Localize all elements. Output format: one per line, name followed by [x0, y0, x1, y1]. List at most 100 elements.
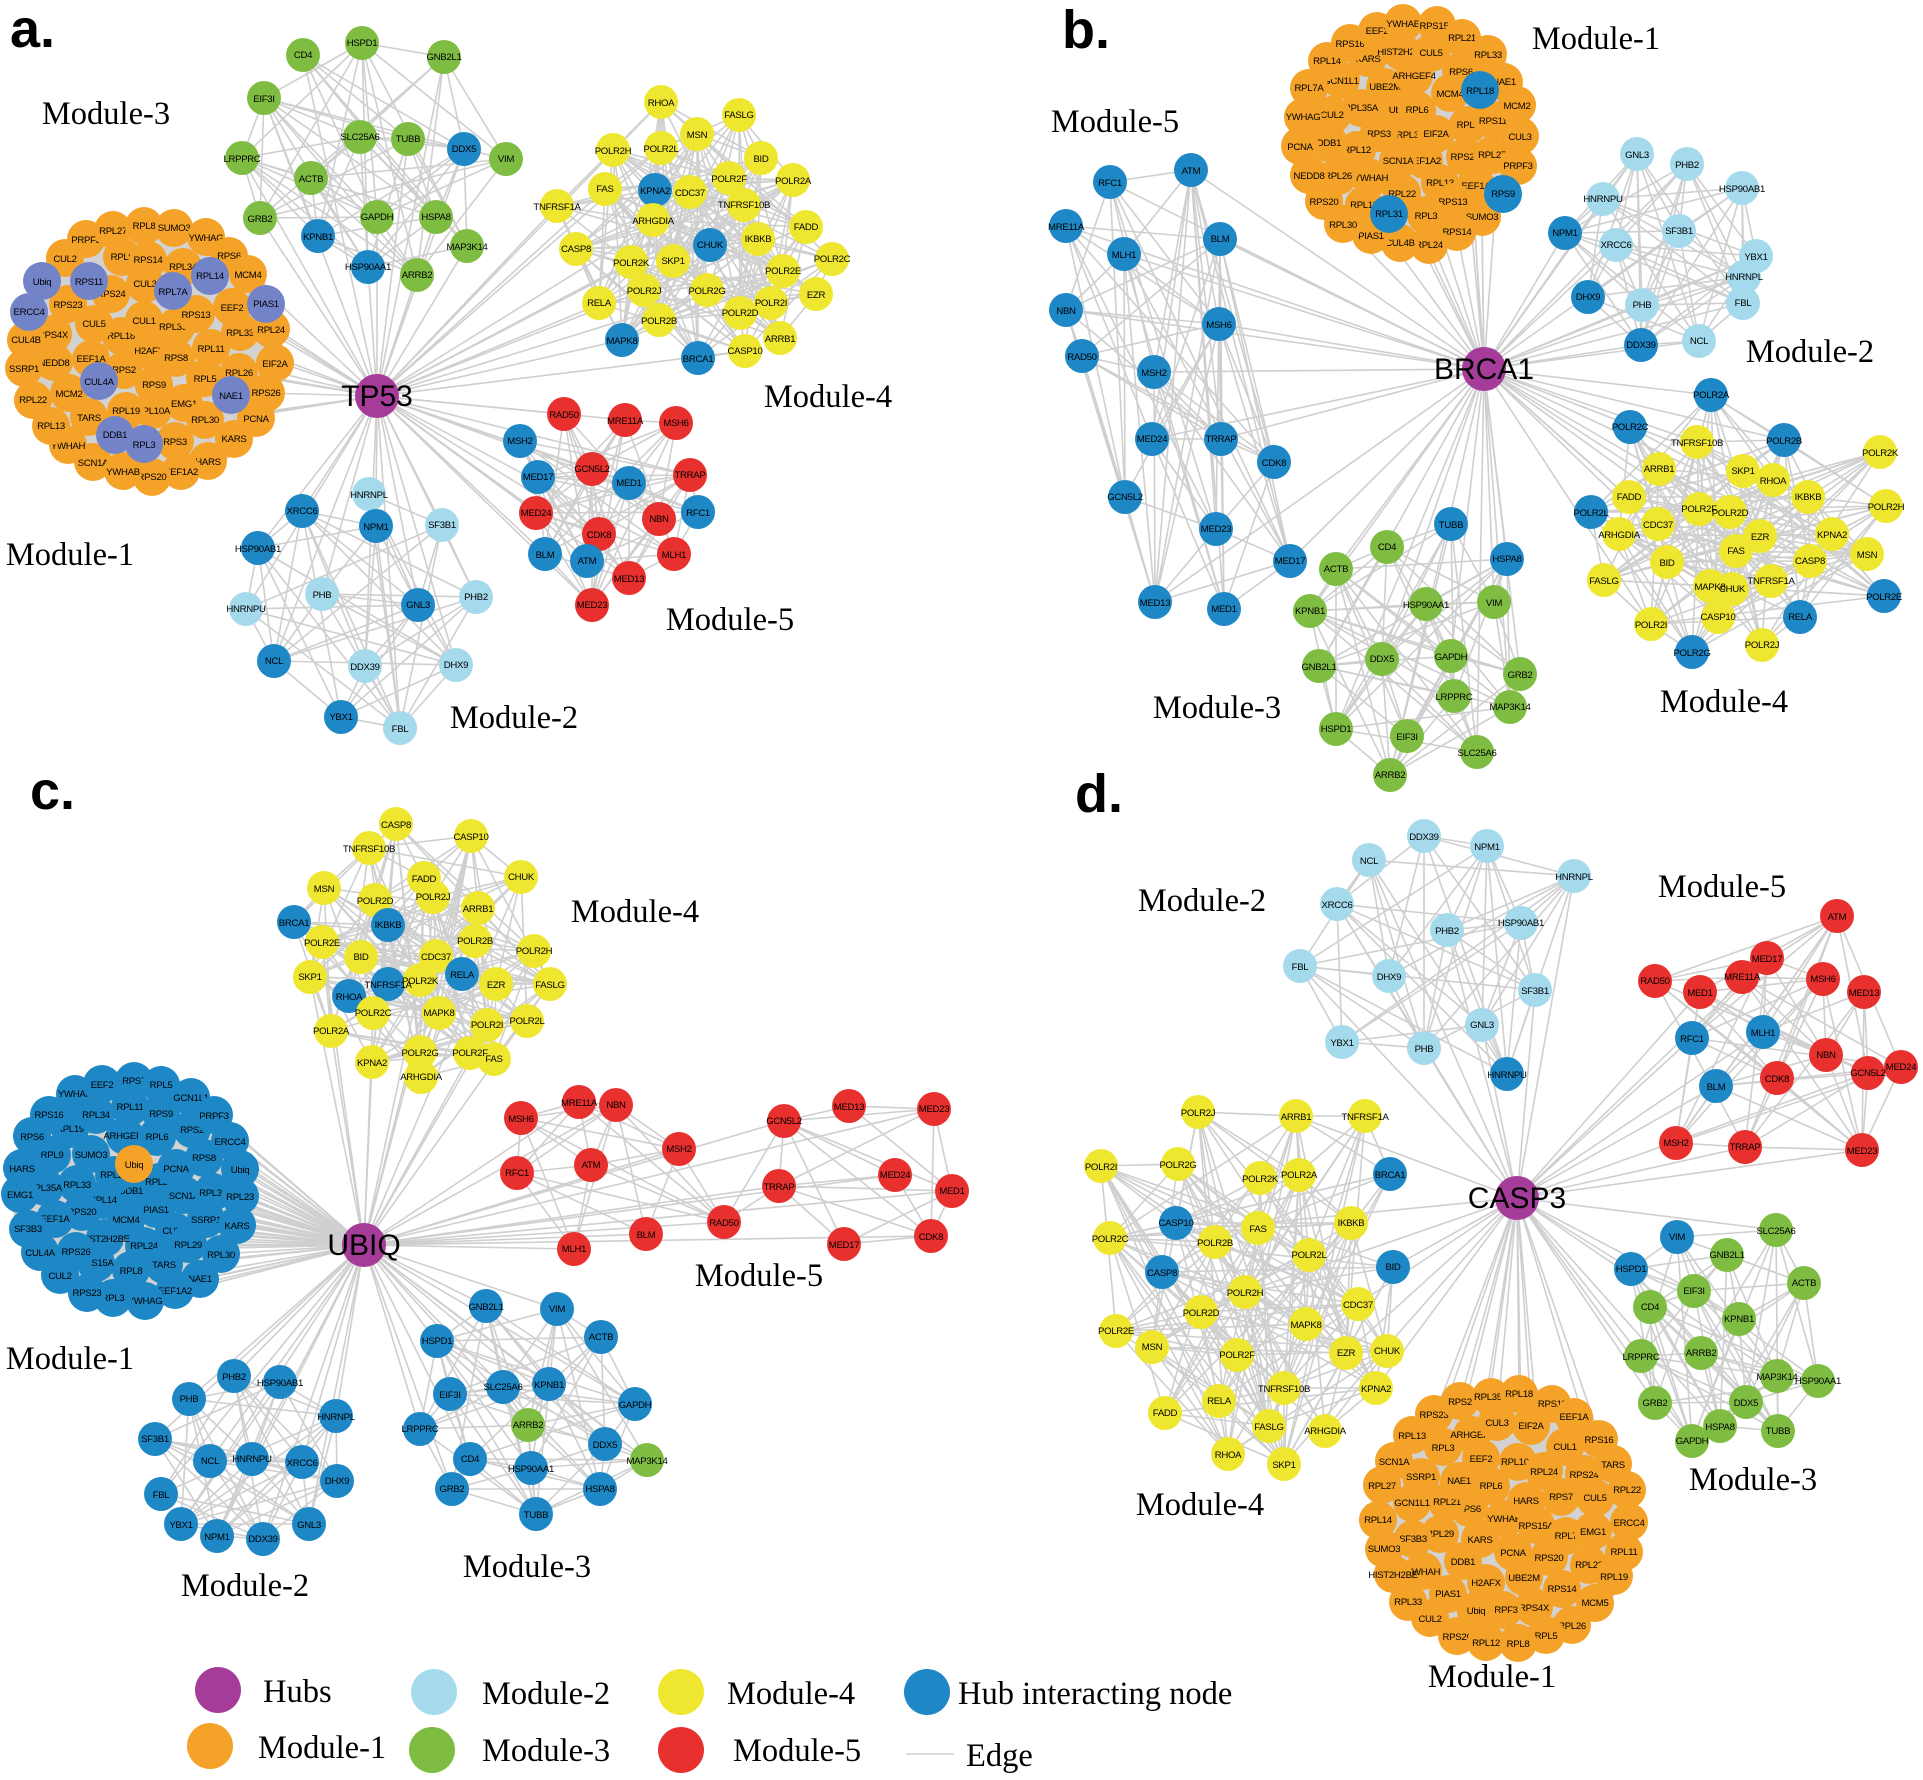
svg-text:MSH6: MSH6: [663, 418, 688, 429]
svg-text:EZR: EZR: [807, 290, 826, 301]
svg-text:MAPK8: MAPK8: [606, 336, 637, 347]
svg-text:DDX5: DDX5: [1734, 1398, 1758, 1409]
svg-text:FAS: FAS: [1727, 546, 1744, 557]
svg-text:RPS23: RPS23: [54, 300, 83, 311]
svg-text:SUMO3: SUMO3: [158, 223, 191, 234]
svg-text:ARHGDIA: ARHGDIA: [400, 1072, 443, 1083]
svg-text:CUL3: CUL3: [133, 279, 156, 290]
svg-text:CDK8: CDK8: [587, 530, 611, 541]
svg-text:KPNB1: KPNB1: [303, 232, 333, 243]
svg-text:TNFRSF1A: TNFRSF1A: [1341, 1112, 1389, 1123]
svg-text:TNFRSF1A: TNFRSF1A: [533, 202, 581, 213]
svg-text:POLR2H: POLR2H: [516, 946, 553, 957]
svg-text:NPM1: NPM1: [1474, 842, 1499, 853]
svg-text:POLR2K: POLR2K: [613, 258, 650, 269]
svg-text:POLR2L: POLR2L: [644, 144, 680, 155]
svg-text:Module-3: Module-3: [1689, 1462, 1817, 1498]
svg-text:RPS14: RPS14: [134, 255, 164, 266]
svg-text:FASLG: FASLG: [535, 980, 564, 991]
svg-text:SLC25A6: SLC25A6: [1757, 1226, 1796, 1237]
svg-text:RPL7: RPL7: [1555, 1531, 1578, 1542]
svg-text:RPS20: RPS20: [138, 472, 167, 483]
svg-text:CDC37: CDC37: [1343, 1300, 1373, 1311]
svg-text:Ubiq: Ubiq: [125, 1160, 144, 1171]
svg-text:HSPA8: HSPA8: [1492, 554, 1521, 565]
svg-text:HNRNPL: HNRNPL: [350, 490, 389, 501]
svg-text:RPL29: RPL29: [174, 1240, 202, 1251]
svg-text:POLR2B: POLR2B: [1197, 1238, 1233, 1249]
svg-text:RPL22: RPL22: [19, 395, 47, 406]
svg-text:YWHAH: YWHAH: [1406, 1567, 1441, 1578]
svg-text:RPL19: RPL19: [1600, 1572, 1628, 1583]
svg-text:RPL24: RPL24: [257, 325, 286, 336]
svg-text:SLC25A6: SLC25A6: [484, 1382, 523, 1393]
svg-text:Module-2: Module-2: [450, 700, 578, 736]
svg-text:GNL3: GNL3: [1470, 1020, 1494, 1031]
svg-text:POLR2G: POLR2G: [401, 1048, 438, 1059]
svg-text:RPL26: RPL26: [100, 1170, 128, 1181]
svg-text:RPL13: RPL13: [1426, 178, 1454, 189]
svg-text:CDK8: CDK8: [1262, 458, 1286, 469]
svg-text:RFC1: RFC1: [1098, 178, 1122, 189]
svg-text:SCN1A: SCN1A: [169, 1191, 200, 1202]
svg-text:RPL8: RPL8: [133, 221, 156, 232]
svg-text:RFC1: RFC1: [686, 508, 710, 519]
svg-text:TUBB: TUBB: [1439, 520, 1463, 531]
svg-text:HIST2H2BE: HIST2H2BE: [1377, 47, 1427, 58]
svg-text:POLR2G: POLR2G: [1673, 648, 1710, 659]
svg-text:DDX39: DDX39: [1626, 340, 1655, 351]
svg-text:Edge: Edge: [966, 1738, 1033, 1774]
svg-text:POLR2E: POLR2E: [1866, 592, 1902, 603]
svg-text:TNFRSF10B: TNFRSF10B: [718, 200, 770, 211]
svg-text:RPL34: RPL34: [169, 262, 198, 273]
svg-text:MED1: MED1: [1211, 604, 1236, 615]
svg-text:b.: b.: [1062, 0, 1110, 60]
svg-text:CHUK: CHUK: [508, 872, 535, 883]
svg-text:RPL12: RPL12: [1343, 145, 1371, 156]
svg-text:MLH1: MLH1: [662, 550, 686, 561]
svg-text:CUL5: CUL5: [82, 319, 105, 330]
svg-text:HSP90AB1: HSP90AB1: [1719, 184, 1765, 195]
svg-text:VIM: VIM: [1486, 598, 1502, 609]
svg-text:POLR2K: POLR2K: [1242, 1174, 1279, 1185]
svg-text:RAD50: RAD50: [1640, 976, 1669, 987]
svg-text:RPL23: RPL23: [226, 1192, 254, 1203]
svg-text:RPL5: RPL5: [1535, 1631, 1558, 1642]
svg-text:RPL35A: RPL35A: [28, 1183, 63, 1194]
svg-text:c.: c.: [30, 761, 75, 821]
svg-text:Module-2: Module-2: [1746, 334, 1874, 370]
svg-text:VIM: VIM: [1669, 1232, 1685, 1243]
svg-text:NBN: NBN: [1816, 1050, 1836, 1061]
svg-text:POLR2B: POLR2B: [457, 936, 493, 947]
svg-text:POLR2C: POLR2C: [1092, 1234, 1129, 1245]
svg-text:POLR2K: POLR2K: [402, 976, 439, 987]
svg-text:EZR: EZR: [1337, 1348, 1356, 1359]
svg-text:MED1: MED1: [616, 478, 641, 489]
svg-text:SCN1A: SCN1A: [1379, 1457, 1410, 1468]
svg-text:DDX5: DDX5: [452, 144, 476, 155]
svg-text:NEDD8: NEDD8: [38, 358, 69, 369]
svg-text:RHOA: RHOA: [1215, 1450, 1242, 1461]
svg-text:RPL30: RPL30: [191, 415, 219, 426]
svg-text:RAD50: RAD50: [549, 410, 578, 421]
svg-text:Module-5: Module-5: [733, 1733, 861, 1769]
svg-text:CASP8: CASP8: [561, 244, 591, 255]
svg-text:TRRAP: TRRAP: [1729, 1142, 1760, 1153]
svg-text:RPL33: RPL33: [226, 328, 254, 339]
svg-text:POLR2G: POLR2G: [688, 286, 725, 297]
svg-text:RPS2: RPS2: [1448, 1397, 1472, 1408]
svg-text:RHOA: RHOA: [336, 992, 363, 1003]
svg-text:MED17: MED17: [1275, 556, 1306, 567]
svg-text:KPNA2: KPNA2: [1361, 1384, 1391, 1395]
svg-text:RPL24: RPL24: [1415, 240, 1444, 251]
svg-text:HARS: HARS: [9, 1164, 34, 1175]
svg-text:MCM4: MCM4: [1436, 89, 1464, 100]
svg-text:XRCC6: XRCC6: [286, 506, 317, 517]
svg-text:RPL34: RPL34: [82, 1110, 111, 1121]
svg-text:SLC25A6: SLC25A6: [341, 132, 380, 143]
svg-text:RPL27: RPL27: [1368, 1481, 1396, 1492]
svg-text:RPS6: RPS6: [1457, 1504, 1481, 1515]
svg-text:RPS4X: RPS4X: [38, 330, 69, 341]
svg-text:POLR2E: POLR2E: [765, 266, 801, 277]
svg-text:Module-3: Module-3: [1153, 690, 1281, 726]
